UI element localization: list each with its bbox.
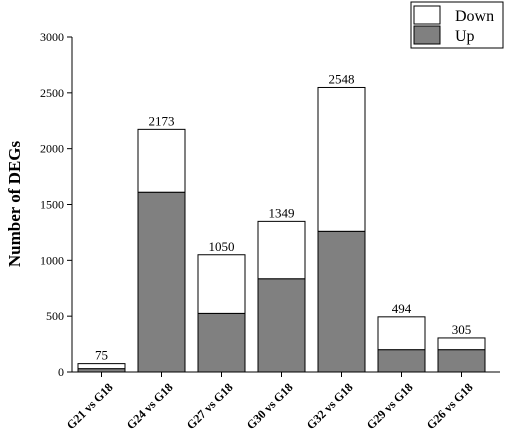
y-tick-label: 2500 (40, 86, 64, 100)
bar-down-5 (377, 316, 426, 351)
y-tick-label: 500 (46, 309, 64, 323)
x-tick-label: G30 vs G18 (244, 380, 296, 432)
legend-swatch-up (413, 25, 441, 45)
bar-down-2 (197, 254, 246, 314)
y-axis-ticks: 0 500 1000 1500 2000 2500 3000 (40, 30, 72, 379)
plot-area: 0 500 1000 1500 2000 2500 3000 75 2173 1050 1349 2… (40, 30, 500, 432)
y-tick-label: 3000 (40, 30, 64, 44)
bar-total-labels: 75 2173 1050 1349 2548 494 305 (95, 71, 471, 362)
bar-total-label: 305 (452, 322, 472, 337)
bar-down-3 (257, 220, 306, 280)
x-tick-label: G26 vs G18 (424, 380, 476, 432)
bar-down-0 (77, 363, 126, 370)
x-tick-label: G24 vs G18 (124, 380, 176, 432)
bar-total-label: 2173 (149, 113, 175, 128)
bar-total-label: 494 (392, 301, 412, 316)
bar-down-1 (137, 128, 186, 193)
bar-up-6 (437, 349, 486, 373)
bar-up-5 (377, 349, 426, 373)
y-tick-label: 2000 (40, 142, 64, 156)
legend-label-down: Down (455, 8, 494, 25)
x-tick-label: G32 vs G18 (304, 380, 356, 432)
x-tick-label: G27 vs G18 (184, 380, 236, 432)
legend: Down Up (410, 1, 504, 49)
bar-up-4 (317, 230, 366, 373)
bar-total-label: 1050 (209, 239, 235, 254)
bar-total-label: 75 (95, 348, 108, 363)
legend-label-up: Up (455, 28, 475, 45)
y-tick-label: 1000 (40, 253, 64, 267)
y-tick-label: 0 (58, 365, 64, 379)
bar-down-6 (437, 337, 486, 351)
x-tick-label: G21 vs G18 (64, 380, 116, 432)
bar-up-2 (197, 312, 246, 373)
x-tick-label: G29 vs G18 (364, 380, 416, 432)
bar-up-0 (77, 368, 126, 373)
bar-total-label: 1349 (269, 205, 295, 220)
bar-total-label: 2548 (329, 71, 355, 86)
bar-down-4 (317, 86, 366, 232)
y-axis-label: Number of DEGs (5, 140, 24, 267)
bar-series (77, 86, 486, 373)
legend-swatch-down (413, 5, 441, 25)
bar-up-3 (257, 278, 306, 373)
y-tick-label: 1500 (40, 198, 64, 212)
bar-up-1 (137, 191, 186, 373)
x-axis-ticks: G21 vs G18 G24 vs G18 G27 vs G18 G30 vs G18… (64, 372, 476, 432)
